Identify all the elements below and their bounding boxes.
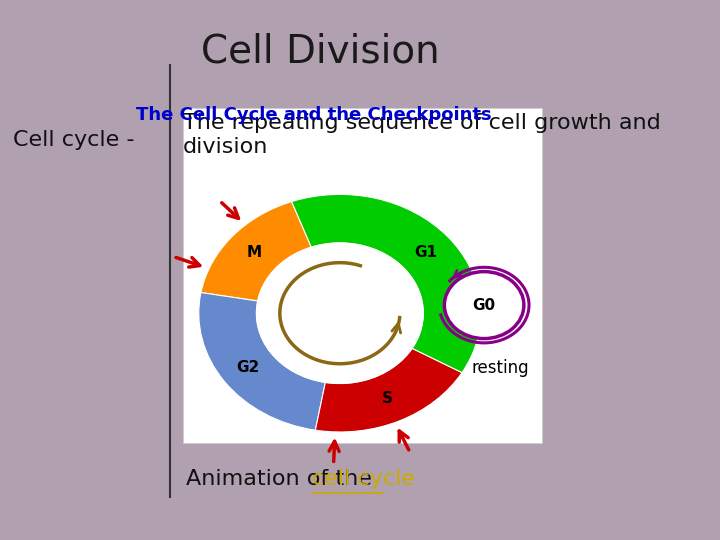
Text: resting: resting	[472, 359, 529, 377]
Wedge shape	[292, 194, 481, 373]
Wedge shape	[199, 293, 325, 430]
Text: Cell Division: Cell Division	[202, 32, 440, 70]
Text: cell cycle: cell cycle	[312, 469, 415, 489]
FancyBboxPatch shape	[183, 108, 542, 443]
Circle shape	[256, 243, 423, 383]
Circle shape	[444, 272, 524, 339]
Wedge shape	[201, 201, 311, 301]
Text: Animation of the: Animation of the	[186, 469, 379, 489]
Text: M: M	[246, 245, 261, 260]
Text: Cell cycle -: Cell cycle -	[13, 130, 135, 150]
Text: The repeating sequence of cell growth and
division: The repeating sequence of cell growth an…	[183, 113, 660, 157]
Text: S: S	[382, 392, 393, 406]
Text: G0: G0	[472, 298, 495, 313]
Wedge shape	[315, 348, 462, 432]
Text: G1: G1	[414, 245, 437, 260]
Text: The Cell Cycle and the Checkpoints: The Cell Cycle and the Checkpoints	[136, 106, 492, 124]
Text: G2: G2	[236, 360, 259, 375]
